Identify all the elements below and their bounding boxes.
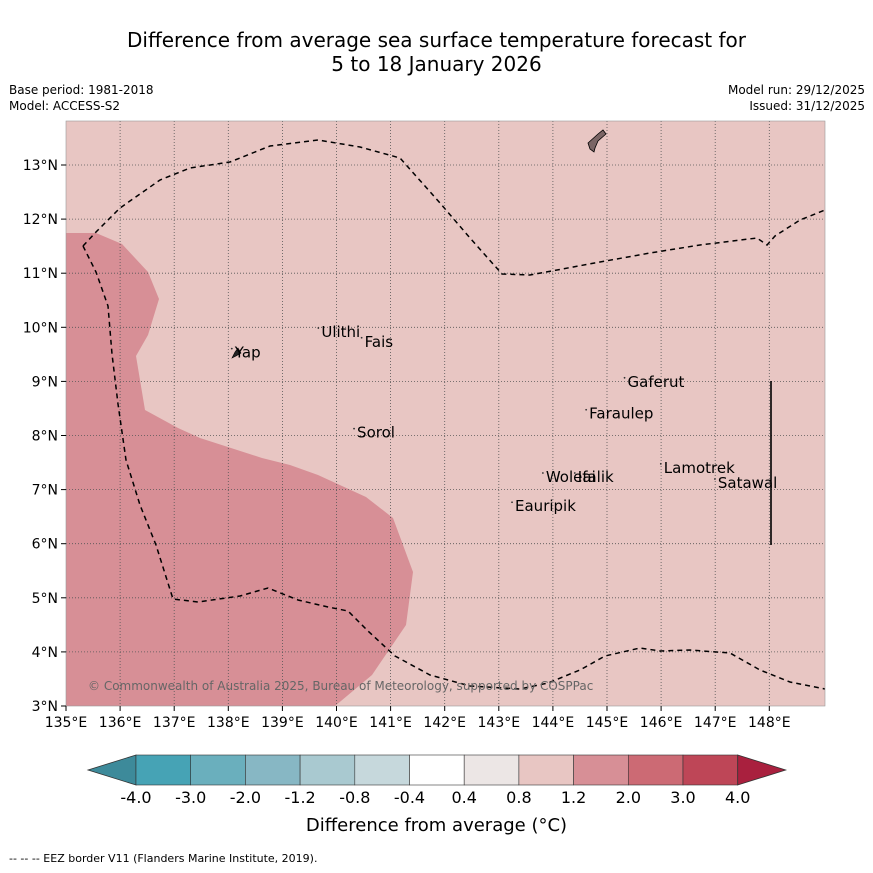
place-marker — [353, 427, 355, 430]
meta-left: Base period: 1981-2018 Model: ACCESS-S2 — [9, 82, 154, 114]
place-marker — [360, 336, 363, 339]
y-tick-label: 12°N — [23, 212, 58, 228]
x-tick-label: 138°E — [207, 715, 250, 731]
place-marker — [585, 408, 588, 411]
title-line-1: Difference from average sea surface temp… — [126, 28, 746, 52]
x-tick-label: 140°E — [315, 715, 358, 731]
colorbar-tick-label: 2.0 — [616, 788, 641, 807]
x-tick-label: 145°E — [586, 715, 629, 731]
colorbar-segment — [518, 754, 574, 786]
model-run: Model run: 29/12/2025 — [727, 83, 865, 97]
graticule — [66, 121, 825, 706]
model-name: Model: ACCESS-S2 — [9, 99, 121, 113]
place-label-woleai: Woleai — [546, 468, 596, 486]
colorbar-segment — [682, 754, 739, 786]
x-tick-label: 139°E — [261, 715, 304, 731]
x-tick-label: 144°E — [532, 715, 575, 731]
longitude-ticks: 135°E 136°E 137°E 138°E 139°E 140°E 141°E 142°E… — [45, 706, 791, 731]
place-label-fais: Fais — [365, 333, 394, 351]
colorbar-tick-label: 0.8 — [506, 788, 531, 807]
x-tick-label: 142°E — [423, 715, 466, 731]
x-tick-label: 135°E — [45, 715, 88, 731]
place-marker — [541, 472, 544, 474]
x-tick-label: 146°E — [640, 715, 683, 731]
place-label-sorol: Sorol — [357, 424, 395, 442]
x-tick-label: 148°E — [748, 715, 791, 731]
colorbar-segment — [135, 754, 192, 786]
place-label-satawal: Satawal — [718, 474, 777, 492]
y-tick-label: 11°N — [23, 266, 58, 282]
place-marker — [511, 501, 513, 504]
x-tick-label: 143°E — [478, 715, 521, 731]
colorbar-segment — [463, 754, 520, 786]
y-tick-label: 6°N — [32, 537, 58, 553]
colorbar-label: Difference from average (°C) — [305, 815, 568, 836]
colorbar-high-extend — [737, 754, 788, 786]
chart-title: Difference from average sea surface temp… — [0, 28, 873, 76]
colorbar-segment — [573, 754, 629, 786]
map-frame — [65, 120, 826, 707]
y-tick-label: 5°N — [32, 591, 58, 607]
place-marker — [573, 472, 576, 474]
colorbar-segment — [245, 754, 301, 786]
y-tick-label: 8°N — [32, 429, 58, 445]
x-tick-label: 147°E — [694, 715, 737, 731]
place-label-lamotrek: Lamotrek — [664, 459, 735, 477]
colorbar-tick-label: -1.2 — [284, 788, 315, 807]
latitude-ticks: 3°N 4°N 5°N 6°N 7°N 8°N 9°N 10°N 11°N 12°N 13°N — [23, 158, 66, 715]
footer-note: -- -- -- EEZ border V11 (Flanders Marine… — [9, 852, 318, 865]
place-label-yap: Yap — [234, 344, 261, 362]
x-tick-label: 136°E — [99, 715, 142, 731]
place-marker — [659, 462, 662, 465]
place-label-faraulep: Faraulep — [589, 405, 653, 423]
base-period: Base period: 1981-2018 — [9, 83, 154, 97]
guam-island — [587, 129, 607, 153]
place-marker — [714, 478, 716, 480]
colorbar-tick-label: 4.0 — [725, 788, 750, 807]
colorbar-tick-label: -4.0 — [120, 788, 151, 807]
colorbar-tick-label: -0.4 — [394, 788, 425, 807]
colorbar-tick-label: 1.2 — [561, 788, 586, 807]
place-label-ulithi: Ulithi — [321, 323, 360, 341]
y-tick-label: 9°N — [32, 374, 58, 390]
y-tick-label: 4°N — [32, 645, 58, 661]
colorbar-tick-label: -3.0 — [175, 788, 206, 807]
place-marker — [623, 376, 626, 379]
place-labels: Ulithi Fais Yap Gaferut Faraulep Sorol Lamotre… — [230, 323, 777, 515]
warm-anomaly-region — [66, 233, 413, 706]
x-tick-label: 137°E — [153, 715, 196, 731]
colorbar-segment — [627, 754, 684, 786]
colorbar-tick-label: 0.4 — [451, 788, 476, 807]
colorbar-segment — [190, 754, 246, 786]
place-label-ifalik: Ifalik — [578, 468, 614, 486]
colorbar-tick-label: 3.0 — [670, 788, 695, 807]
y-tick-label: 7°N — [32, 483, 58, 499]
place-marker — [230, 347, 233, 350]
y-tick-label: 10°N — [23, 320, 58, 336]
copyright-text: © Commonwealth of Australia 2025, Bureau… — [88, 679, 593, 693]
title-line-2: 5 to 18 January 2026 — [331, 52, 542, 76]
place-label-eauripik: Eauripik — [515, 497, 576, 515]
colorbar-segment — [299, 754, 356, 786]
colorbar: -4.0 -3.0 -2.0 -1.2 -0.8 -0.4 0.4 0.8 1.2 2.0 3.0 4… — [86, 754, 788, 807]
place-label-gaferut: Gaferut — [628, 373, 685, 391]
colorbar-segment — [354, 754, 410, 786]
eez-border-fsm-west — [82, 245, 825, 690]
yap-island — [231, 347, 242, 359]
meta-right: Model run: 29/12/2025 Issued: 31/12/2025 — [728, 82, 865, 114]
colorbar-segment — [409, 754, 465, 786]
place-marker — [317, 327, 320, 329]
y-tick-label: 13°N — [23, 158, 58, 174]
issued-date: Issued: 31/12/2025 — [749, 99, 865, 113]
x-tick-label: 141°E — [369, 715, 412, 731]
y-tick-label: 3°N — [32, 699, 58, 715]
colorbar-low-extend — [86, 754, 137, 786]
colorbar-tick-label: -0.8 — [339, 788, 370, 807]
colorbar-tick-label: -2.0 — [230, 788, 261, 807]
eez-borders — [82, 139, 825, 690]
eez-border-guam — [82, 139, 825, 276]
